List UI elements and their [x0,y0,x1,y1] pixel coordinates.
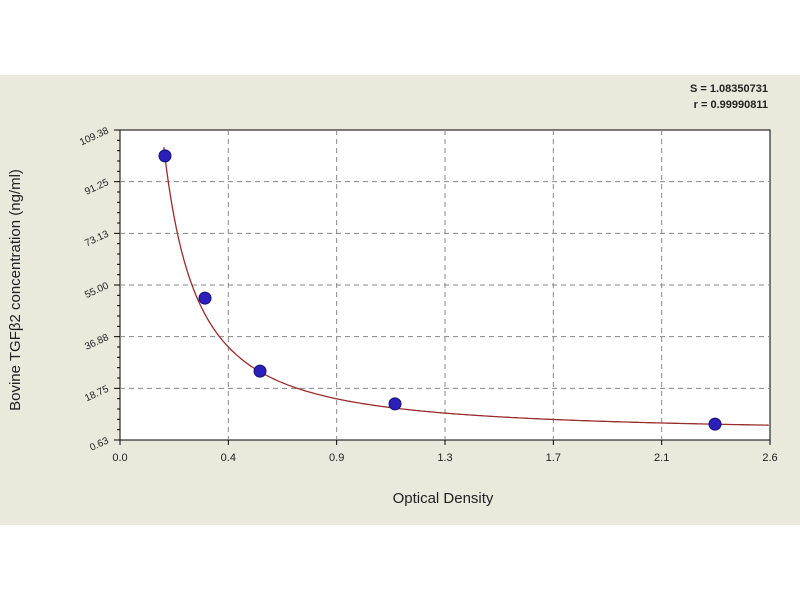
y-axis-label: Bovine TGFβ2 concentration (ng/ml) [7,169,24,411]
y-tick-label: 36.88 [83,332,111,353]
y-tick-label: 109.38 [78,125,111,148]
x-tick-label: 1.3 [437,452,452,464]
x-tick-label: 0.9 [329,452,344,464]
y-tick-label: 91.25 [83,177,111,198]
data-point [388,397,402,411]
x-tick-label: 1.7 [546,452,561,464]
x-tick-label: 2.6 [762,452,777,464]
data-point [198,291,212,305]
x-axis-label: Optical Density [393,490,494,507]
x-tick-label: 0.0 [112,452,127,464]
data-point [708,417,722,431]
y-tick-label: 18.75 [83,384,111,405]
data-point [158,149,172,163]
stat-r: r = 0.99990811 [694,99,768,111]
data-point [253,364,267,378]
stat-s: S = 1.08350731 [690,83,768,95]
x-tick-label: 2.1 [654,452,669,464]
x-tick-label: 0.4 [221,452,236,464]
y-tick-label: 73.13 [83,229,111,250]
y-tick-label: 55.00 [83,280,111,301]
y-tick-label: 0.63 [88,435,111,453]
